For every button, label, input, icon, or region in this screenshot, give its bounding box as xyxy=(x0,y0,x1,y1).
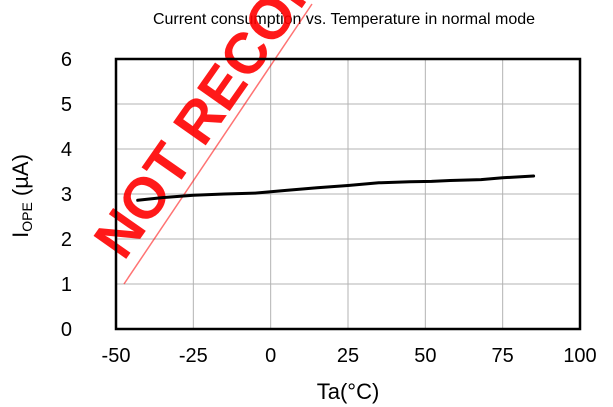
y-axis-label-main: I xyxy=(8,232,33,238)
y-tick-label: 6 xyxy=(61,49,72,71)
x-tick-label: 50 xyxy=(414,345,436,367)
x-axis-label: Ta(°C) xyxy=(317,379,380,404)
plot-frame xyxy=(114,57,582,331)
y-tick-label: 4 xyxy=(61,139,72,161)
x-tick-label: 0 xyxy=(265,345,276,367)
watermark-stripe xyxy=(123,3,313,285)
gridlines xyxy=(116,59,580,329)
y-tick-label: 0 xyxy=(61,319,72,341)
y-axis-label-unit: (µA) xyxy=(8,154,33,202)
x-tick-label: 25 xyxy=(337,345,359,367)
x-tick-label: 100 xyxy=(563,345,596,367)
series-line xyxy=(136,174,536,202)
watermark-text: NOT RECOMMENDED xyxy=(81,0,482,269)
chart-title: Current consumption vs. Temperature in n… xyxy=(153,11,535,28)
x-tick-label: 75 xyxy=(492,345,514,367)
y-axis-label: IOPE (µA) xyxy=(8,154,35,238)
y-tick-label: 1 xyxy=(61,274,72,296)
y-tick-labels: 0 1 2 3 4 5 6 xyxy=(61,49,72,341)
y-axis-label-subscript: OPE xyxy=(19,202,35,232)
y-tick-label: 3 xyxy=(61,184,72,206)
y-tick-label: 2 xyxy=(61,229,72,251)
series-layer xyxy=(136,174,536,202)
x-tick-labels: -50 -25 0 25 50 75 100 xyxy=(102,345,597,367)
y-tick-label: 5 xyxy=(61,94,72,116)
x-tick-label: -50 xyxy=(102,345,131,367)
x-tick-label: -25 xyxy=(179,345,208,367)
watermark: NOT RECOMMENDED xyxy=(81,0,482,285)
